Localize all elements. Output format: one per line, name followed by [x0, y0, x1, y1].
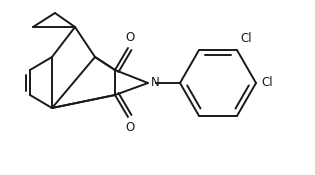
Text: Cl: Cl [240, 32, 252, 45]
Text: Cl: Cl [261, 76, 272, 89]
Text: O: O [125, 121, 135, 134]
Text: N: N [151, 76, 160, 89]
Text: O: O [125, 31, 135, 44]
